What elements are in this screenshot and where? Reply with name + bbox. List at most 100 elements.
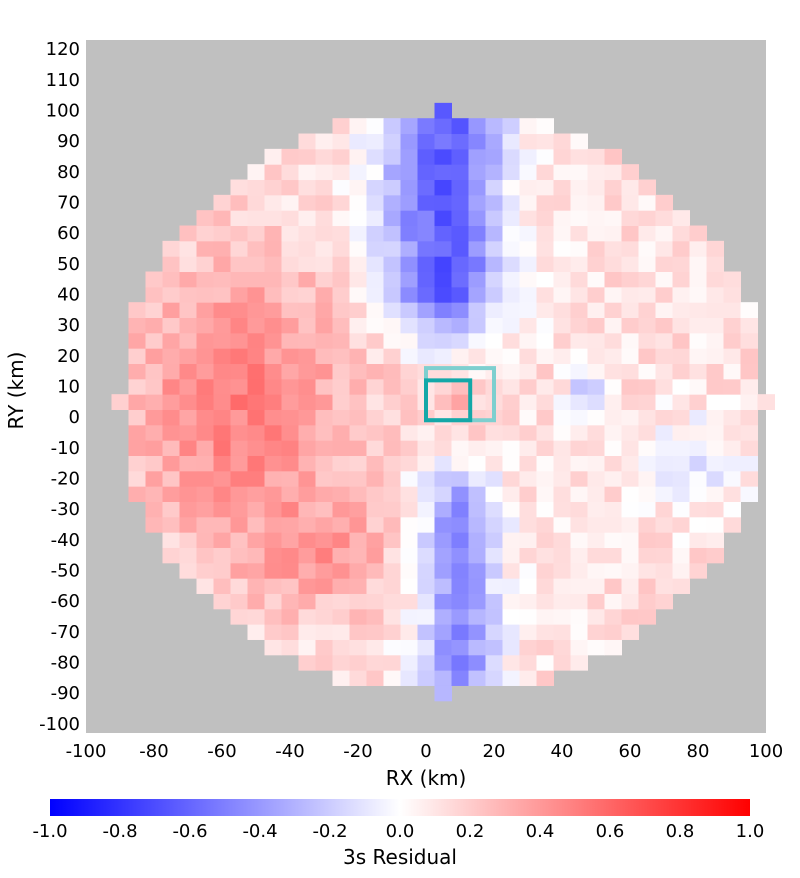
heatmap-cell — [570, 240, 588, 257]
heatmap-cell — [400, 424, 418, 441]
heatmap-cell — [315, 470, 333, 487]
heatmap-cell — [145, 516, 163, 533]
heatmap-cell — [230, 608, 248, 625]
heatmap-cell — [536, 225, 554, 242]
heatmap-cell — [723, 516, 741, 533]
heatmap-cell — [349, 194, 367, 211]
heatmap-cell — [264, 593, 282, 610]
heatmap-cell — [587, 164, 605, 181]
heatmap-cell — [570, 654, 588, 671]
heatmap-cell — [162, 501, 180, 518]
heatmap-cell — [162, 455, 180, 472]
heatmap-cell — [706, 547, 724, 564]
heatmap-cell — [485, 348, 503, 365]
heatmap-cell — [621, 501, 639, 518]
heatmap-cell — [655, 332, 673, 349]
heatmap-cell — [536, 179, 554, 196]
heatmap-cell — [519, 670, 537, 686]
heatmap-cell — [451, 317, 469, 334]
heatmap-cell — [621, 440, 639, 456]
heatmap-cell — [604, 256, 622, 273]
heatmap-cell — [689, 302, 707, 319]
heatmap-cell — [604, 624, 622, 640]
heatmap-cell — [655, 256, 673, 273]
heatmap-cell — [536, 532, 554, 548]
heatmap-cell — [638, 210, 656, 227]
heatmap-cell — [519, 409, 537, 426]
heatmap-cell — [417, 118, 435, 135]
heatmap-cell — [519, 225, 537, 242]
heatmap-cell — [315, 164, 333, 181]
heatmap-cell — [264, 194, 282, 211]
heatmap-cell — [349, 271, 367, 288]
colorbar-label: 3s Residual — [343, 845, 457, 869]
heatmap-cell — [383, 118, 401, 135]
heatmap-cell — [723, 409, 741, 426]
heatmap-cell — [417, 302, 435, 319]
heatmap-cell — [536, 256, 554, 273]
heatmap-cell — [570, 562, 588, 579]
heatmap-cell — [587, 332, 605, 349]
heatmap-cell — [162, 286, 180, 303]
heatmap-cell — [553, 378, 571, 395]
heatmap-cell — [740, 455, 758, 472]
heatmap-cell — [366, 348, 384, 365]
heatmap-cell — [179, 332, 197, 349]
heatmap-cell — [502, 133, 520, 150]
heatmap-cell — [485, 133, 503, 150]
heatmap-cell — [281, 164, 299, 181]
heatmap-cell — [332, 455, 350, 472]
heatmap-cell — [179, 271, 197, 288]
heatmap-cell — [247, 516, 265, 533]
heatmap-cell — [723, 501, 741, 518]
heatmap-cell — [553, 179, 571, 196]
heatmap-cell — [553, 654, 571, 671]
heatmap-cell — [672, 317, 690, 334]
heatmap-cell — [434, 256, 452, 273]
heatmap-cell — [434, 470, 452, 487]
heatmap-cell — [434, 578, 452, 594]
y-tick-label: 0 — [69, 407, 80, 428]
heatmap-cell — [417, 271, 435, 288]
heatmap-cell — [621, 532, 639, 548]
heatmap-cell — [196, 424, 214, 441]
heatmap-cell — [247, 332, 265, 349]
heatmap-cell — [281, 639, 299, 656]
heatmap-cell — [689, 332, 707, 349]
heatmap-cell — [400, 455, 418, 472]
heatmap-cell — [468, 256, 486, 273]
heatmap-cell — [230, 317, 248, 334]
heatmap-cell — [315, 271, 333, 288]
heatmap-cell — [519, 624, 537, 640]
heatmap-cell — [366, 332, 384, 349]
heatmap-cell — [655, 547, 673, 564]
heatmap-cell — [621, 179, 639, 196]
heatmap-cell — [604, 240, 622, 257]
heatmap-cell — [553, 302, 571, 319]
heatmap-cell — [366, 639, 384, 656]
heatmap-cell — [536, 210, 554, 227]
heatmap-cell — [264, 394, 282, 410]
heatmap-cell — [451, 118, 469, 135]
heatmap-cell — [536, 470, 554, 487]
heatmap-cell — [451, 225, 469, 242]
heatmap-cell — [553, 194, 571, 211]
heatmap-cell — [536, 624, 554, 640]
heatmap-cell — [332, 593, 350, 610]
heatmap-cell — [281, 455, 299, 472]
heatmap-cell — [145, 378, 163, 395]
heatmap-cell — [468, 194, 486, 211]
heatmap-cell — [723, 424, 741, 441]
heatmap-cell — [315, 348, 333, 365]
heatmap-cell — [638, 501, 656, 518]
heatmap-cell — [502, 562, 520, 579]
heatmap-cell — [570, 624, 588, 640]
heatmap-cell — [553, 639, 571, 656]
heatmap-cell — [672, 440, 690, 456]
heatmap-cell — [298, 593, 316, 610]
heatmap-cell — [740, 486, 758, 502]
heatmap-cell — [179, 302, 197, 319]
heatmap-cell — [485, 486, 503, 502]
heatmap-cell — [485, 608, 503, 625]
heatmap-cell — [434, 332, 452, 349]
